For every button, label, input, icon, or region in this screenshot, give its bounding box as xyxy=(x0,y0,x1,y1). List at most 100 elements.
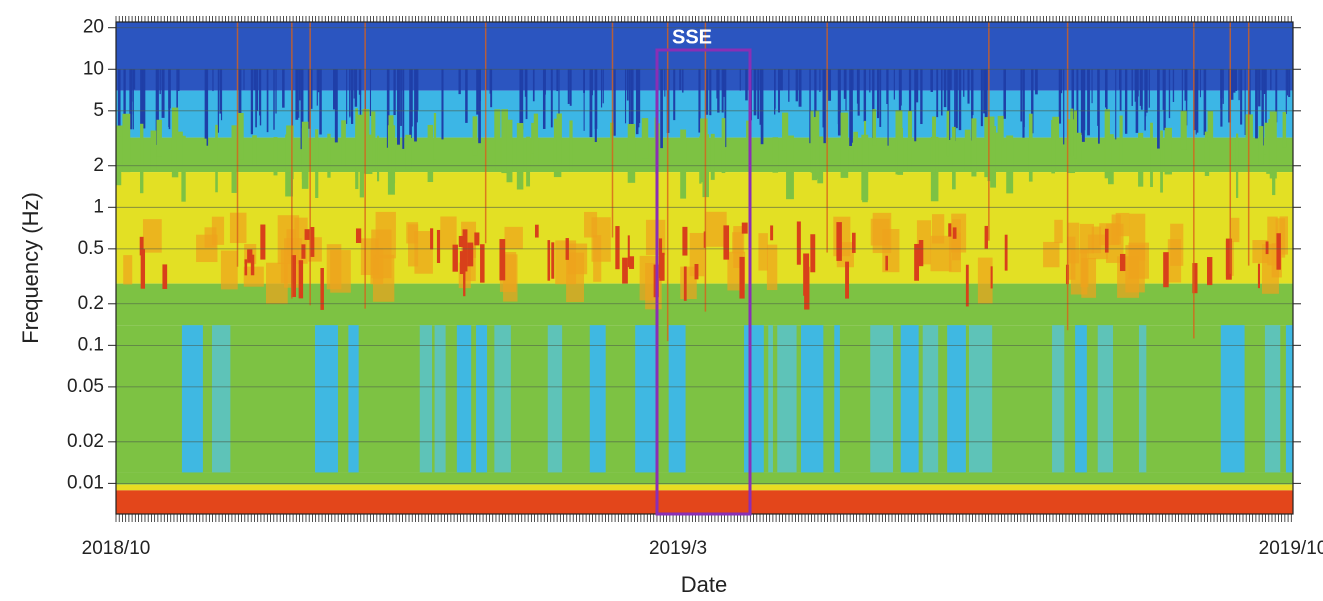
streak xyxy=(362,108,370,174)
streak xyxy=(516,123,524,190)
streak xyxy=(159,69,161,95)
streak xyxy=(386,69,390,148)
streak xyxy=(295,69,299,120)
streak xyxy=(948,223,952,237)
streak xyxy=(930,235,952,272)
streak xyxy=(1031,69,1034,134)
streak xyxy=(409,69,412,139)
streak xyxy=(388,115,394,180)
streak xyxy=(1104,228,1109,253)
streak xyxy=(1131,69,1133,106)
streak xyxy=(467,242,474,267)
streak xyxy=(393,69,396,116)
streak xyxy=(872,109,877,146)
streak xyxy=(1207,111,1214,143)
streak xyxy=(1091,226,1102,254)
streak xyxy=(181,325,203,473)
streak xyxy=(673,69,676,121)
streak xyxy=(495,120,500,171)
streak xyxy=(252,135,257,166)
streak xyxy=(918,240,924,267)
streak xyxy=(840,112,849,178)
streak xyxy=(1288,69,1291,97)
streak xyxy=(594,69,597,143)
streak xyxy=(315,129,319,198)
y-tick-label: 5 xyxy=(93,100,104,121)
streak xyxy=(1255,69,1258,139)
streak xyxy=(550,69,553,113)
streak xyxy=(758,233,768,271)
streak xyxy=(1181,69,1183,131)
streak xyxy=(834,325,840,473)
streak xyxy=(722,69,726,97)
y-axis-title: Frequency (Hz) xyxy=(18,192,43,344)
streak xyxy=(1207,257,1213,286)
streak xyxy=(689,232,705,277)
streak xyxy=(1081,69,1085,142)
streak xyxy=(1091,69,1093,104)
streak xyxy=(1079,223,1094,254)
streak xyxy=(709,69,712,116)
streak xyxy=(133,69,136,90)
streak xyxy=(600,69,603,108)
y-tick-label: 0.5 xyxy=(78,238,104,259)
streak xyxy=(682,226,688,256)
streak xyxy=(301,121,309,189)
band xyxy=(116,484,1293,491)
y-tick-label: 1 xyxy=(93,196,104,217)
streak xyxy=(1148,69,1150,108)
streak xyxy=(206,69,209,146)
streak xyxy=(628,69,631,140)
streak xyxy=(310,69,313,109)
streak xyxy=(346,69,348,124)
annotation-box xyxy=(655,48,752,516)
streak xyxy=(1225,238,1232,280)
streak xyxy=(369,69,372,117)
streak xyxy=(1172,69,1175,102)
streak xyxy=(699,136,702,184)
streak xyxy=(142,69,146,129)
streak xyxy=(1124,69,1128,134)
streak xyxy=(1164,127,1172,175)
streak xyxy=(1265,69,1267,134)
streak xyxy=(256,69,259,111)
streak xyxy=(411,69,413,127)
streak xyxy=(116,136,122,186)
streak xyxy=(236,22,239,267)
streak xyxy=(219,69,222,114)
streak xyxy=(212,69,214,92)
streak xyxy=(298,69,301,101)
streak xyxy=(948,232,961,273)
streak xyxy=(479,69,481,102)
streak xyxy=(770,225,774,241)
streak xyxy=(1268,119,1272,172)
streak xyxy=(664,69,666,97)
streak xyxy=(204,69,208,139)
streak xyxy=(716,69,720,99)
streak xyxy=(315,325,338,473)
streak xyxy=(826,22,828,253)
streak xyxy=(503,254,518,302)
streak xyxy=(532,69,535,102)
streak xyxy=(940,69,943,116)
streak xyxy=(1051,127,1056,174)
streak xyxy=(358,69,362,95)
streak xyxy=(416,69,419,111)
streak xyxy=(932,116,936,175)
streak xyxy=(746,120,751,151)
streak xyxy=(140,69,143,133)
streak xyxy=(1119,115,1123,167)
streak xyxy=(304,229,310,240)
streak xyxy=(211,325,231,473)
streak xyxy=(1285,325,1293,473)
streak xyxy=(869,69,871,93)
streak xyxy=(1162,69,1164,110)
streak xyxy=(628,256,635,269)
streak xyxy=(1270,69,1272,90)
streak xyxy=(476,69,479,115)
streak xyxy=(486,69,488,90)
streak xyxy=(474,232,480,246)
streak xyxy=(958,69,962,131)
streak xyxy=(542,69,546,129)
streak xyxy=(1097,325,1114,473)
